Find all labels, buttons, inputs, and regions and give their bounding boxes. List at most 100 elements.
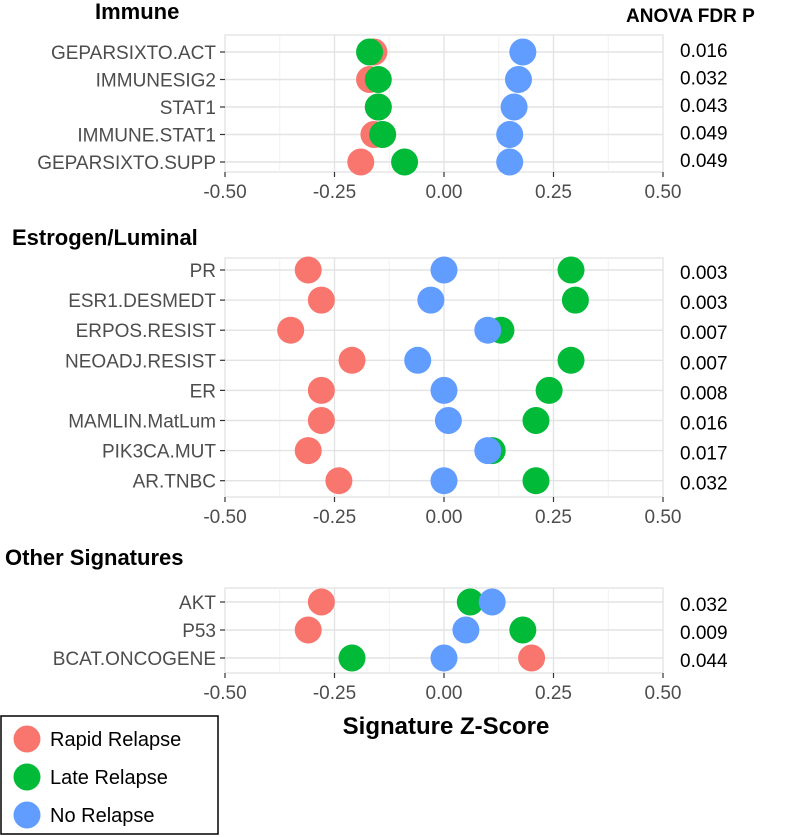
point-no-relapse xyxy=(509,38,537,66)
x-tick-label: -0.25 xyxy=(313,182,356,203)
pvalue-label: 0.032 xyxy=(680,69,728,90)
panel-title: Estrogen/Luminal xyxy=(12,225,198,250)
panel-title: Other Signatures xyxy=(5,545,183,570)
pvalue-label: 0.008 xyxy=(680,383,728,404)
legend-key xyxy=(13,763,41,791)
point-late-relapse xyxy=(557,346,585,374)
panel-title: Immune xyxy=(95,0,179,24)
panel-2: Other Signatures -0.50 -0.25 0.00 0.25 0.50 AK… xyxy=(5,545,728,704)
category-label: PR xyxy=(190,261,216,282)
x-tick-label: 0.50 xyxy=(645,683,682,704)
pvalue-label: 0.016 xyxy=(680,41,728,62)
legend-label: Late Relapse xyxy=(50,767,168,789)
point-rapid-relapse xyxy=(294,616,322,644)
pvalue-label: 0.044 xyxy=(680,651,728,672)
legend-label: Rapid Relapse xyxy=(50,729,181,751)
category-label: MAMLIN.MatLum xyxy=(68,412,216,433)
x-tick-label: -0.50 xyxy=(203,182,246,203)
point-late-relapse xyxy=(557,256,585,284)
pvalue-header: ANOVA FDR P xyxy=(626,6,755,27)
category-label: IMMUNE.STAT1 xyxy=(77,126,216,147)
point-no-relapse xyxy=(430,467,458,495)
point-no-relapse xyxy=(452,616,480,644)
point-late-relapse xyxy=(522,467,550,495)
pvalue-label: 0.016 xyxy=(680,414,728,435)
point-rapid-relapse xyxy=(307,407,335,434)
point-no-relapse xyxy=(430,644,458,672)
pvalue-label: 0.032 xyxy=(680,474,728,495)
panel-0: Immune -0.50 -0.25 0.00 0.25 0.50 GEPARSIXTO.A… xyxy=(37,0,727,203)
point-no-relapse xyxy=(434,407,462,434)
point-no-relapse xyxy=(504,66,532,93)
category-label: GEPARSIXTO.SUPP xyxy=(37,153,216,174)
x-tick-label: -0.25 xyxy=(313,507,356,528)
category-label: STAT1 xyxy=(160,98,216,119)
point-no-relapse xyxy=(430,256,458,284)
point-no-relapse xyxy=(496,148,524,176)
category-label: BCAT.ONCOGENE xyxy=(53,649,216,670)
category-label: ESR1.DESMEDT xyxy=(68,291,216,312)
point-rapid-relapse xyxy=(307,588,335,616)
category-label: NEOADJ.RESIST xyxy=(65,351,216,372)
x-tick-label: 0.00 xyxy=(426,683,463,704)
pvalue-label: 0.009 xyxy=(680,623,728,644)
point-rapid-relapse xyxy=(277,316,305,344)
pvalue-label: 0.007 xyxy=(680,353,728,374)
point-rapid-relapse xyxy=(518,644,546,672)
legend: Rapid Relapse Late Relapse No Relapse xyxy=(0,715,219,835)
x-tick-label: 0.25 xyxy=(535,507,572,528)
x-tick-label: 0.25 xyxy=(535,182,572,203)
legend-key xyxy=(13,725,41,753)
panel-1: Estrogen/Luminal -0.50 -0.25 0.00 0.25 0.50 PR… xyxy=(12,225,728,528)
point-late-relapse xyxy=(391,148,419,176)
x-tick-label: 0.50 xyxy=(645,182,682,203)
point-late-relapse xyxy=(369,121,397,148)
pvalue-label: 0.017 xyxy=(680,444,728,465)
pvalue-label: 0.003 xyxy=(680,293,728,314)
category-label: ERPOS.RESIST xyxy=(76,321,217,342)
pvalue-label: 0.007 xyxy=(680,323,728,344)
pvalue-label: 0.003 xyxy=(680,263,728,284)
x-tick-label: 0.00 xyxy=(426,182,463,203)
pvalue-label: 0.049 xyxy=(680,151,728,172)
x-axis-title: Signature Z-Score xyxy=(343,713,550,740)
point-no-relapse xyxy=(417,286,445,314)
category-label: ER xyxy=(190,381,216,402)
x-tick-label: 0.50 xyxy=(645,507,682,528)
category-label: P53 xyxy=(182,621,216,642)
pvalue-label: 0.043 xyxy=(680,96,728,117)
point-no-relapse xyxy=(474,437,502,465)
x-tick-label: -0.25 xyxy=(313,683,356,704)
x-tick-label: 0.25 xyxy=(535,683,572,704)
legend-label: No Relapse xyxy=(50,805,155,827)
point-no-relapse xyxy=(430,376,458,404)
x-tick-label: 0.00 xyxy=(426,507,463,528)
category-label: AKT xyxy=(179,593,216,614)
point-rapid-relapse xyxy=(338,346,366,374)
point-late-relapse xyxy=(456,588,484,616)
point-late-relapse xyxy=(522,407,550,434)
legend-key xyxy=(13,801,41,829)
point-late-relapse xyxy=(561,286,589,314)
point-late-relapse xyxy=(535,376,563,404)
point-late-relapse xyxy=(509,616,537,644)
point-rapid-relapse xyxy=(325,467,353,495)
point-late-relapse xyxy=(356,38,384,66)
point-no-relapse xyxy=(474,316,502,344)
pvalue-label: 0.049 xyxy=(680,124,728,145)
point-no-relapse xyxy=(404,346,432,374)
point-no-relapse xyxy=(500,93,528,121)
point-no-relapse xyxy=(496,121,524,148)
point-rapid-relapse xyxy=(307,376,335,404)
point-rapid-relapse xyxy=(307,286,335,314)
point-rapid-relapse xyxy=(294,437,322,465)
x-tick-label: -0.50 xyxy=(203,683,246,704)
point-no-relapse xyxy=(478,588,506,616)
point-late-relapse xyxy=(338,644,366,672)
x-tick-label: -0.50 xyxy=(203,507,246,528)
point-late-relapse xyxy=(364,93,392,121)
category-label: GEPARSIXTO.ACT xyxy=(51,43,216,64)
point-rapid-relapse xyxy=(294,256,322,284)
category-label: PIK3CA.MUT xyxy=(102,442,216,463)
